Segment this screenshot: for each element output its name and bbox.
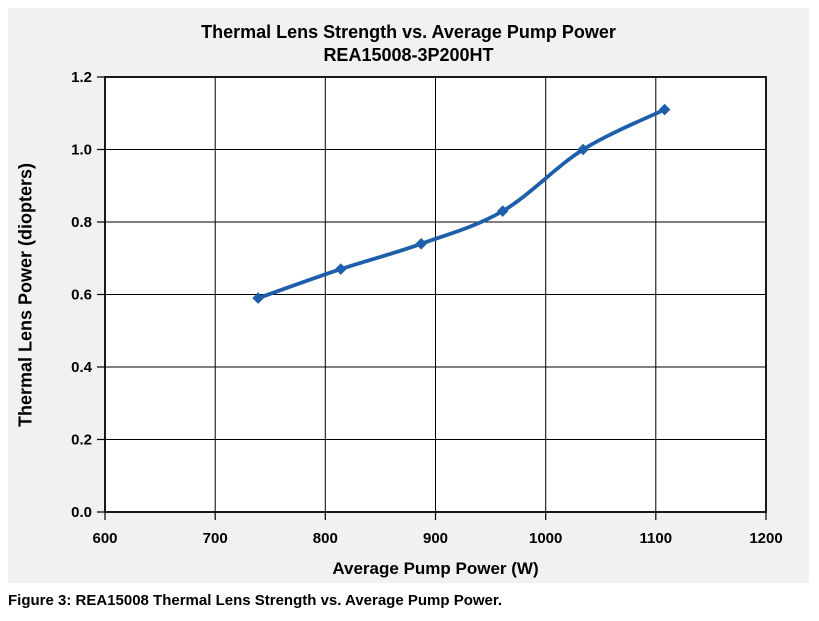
chart-title: Thermal Lens Strength vs. Average Pump P… bbox=[8, 21, 809, 67]
x-tick-label: 1100 bbox=[640, 530, 673, 547]
y-tick-label: 0.8 bbox=[71, 214, 92, 231]
data-point-marker bbox=[577, 143, 589, 156]
chart-title-line1: Thermal Lens Strength vs. Average Pump P… bbox=[201, 22, 616, 42]
y-tick-label: 1.2 bbox=[71, 69, 92, 86]
x-tick-label: 1200 bbox=[749, 530, 782, 547]
plot-border bbox=[104, 76, 767, 513]
x-tick-label: 800 bbox=[313, 530, 338, 547]
y-tick-label: 0.2 bbox=[71, 432, 92, 449]
data-point-marker bbox=[658, 103, 671, 116]
y-tick-label: 0.6 bbox=[71, 287, 92, 304]
data-point-marker bbox=[496, 205, 509, 217]
series-line bbox=[256, 107, 667, 300]
x-tick-label: 700 bbox=[203, 530, 228, 547]
chart-canvas: 600 700 800 900 1000 1100 1200 0.0 0.2 0.4 0.6 0.8 1… bbox=[8, 8, 809, 583]
data-point-marker bbox=[335, 263, 347, 275]
y-tick-label: 0.4 bbox=[71, 359, 93, 376]
y-tick-label: 0.0 bbox=[71, 504, 92, 521]
chart-title-line2: REA15008-3P200HT bbox=[323, 45, 494, 65]
x-tick-label: 900 bbox=[423, 530, 448, 547]
plot-svg: 600 700 800 900 1000 1100 1200 0.0 0.2 0.4 0.6 0.8 1… bbox=[71, 69, 783, 547]
figure-caption: Figure 3: REA15008 Thermal Lens Strength… bbox=[8, 592, 503, 609]
data-point-marker bbox=[415, 238, 427, 250]
x-axis-title: Average Pump Power (W) bbox=[332, 559, 539, 578]
x-tick-label: 1000 bbox=[529, 530, 562, 547]
y-axis-title: Thermal Lens Power (diopters) bbox=[15, 162, 36, 428]
x-tick-label: 600 bbox=[92, 530, 117, 547]
y-tick-label: 1.0 bbox=[71, 142, 92, 159]
data-point-marker bbox=[252, 292, 264, 304]
